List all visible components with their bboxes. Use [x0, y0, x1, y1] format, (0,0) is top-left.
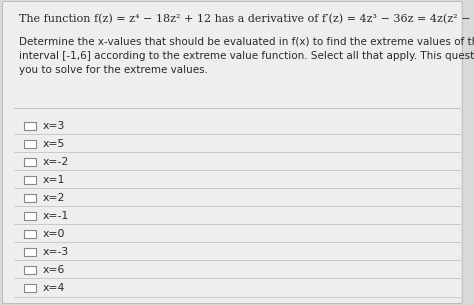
FancyBboxPatch shape — [2, 2, 462, 303]
Bar — [24, 140, 36, 148]
Bar — [24, 122, 36, 131]
Bar — [24, 248, 36, 256]
Text: x=-1: x=-1 — [43, 211, 69, 221]
Bar — [24, 284, 36, 292]
Bar — [24, 231, 36, 239]
Text: x=3: x=3 — [43, 121, 65, 131]
Bar — [24, 195, 36, 203]
Bar — [24, 159, 36, 167]
Bar — [24, 212, 36, 220]
Bar — [24, 267, 36, 274]
Text: x=1: x=1 — [43, 175, 65, 185]
Text: x=4: x=4 — [43, 283, 65, 293]
Text: Determine the x-values that should be evaluated in f(x) to find the extreme valu: Determine the x-values that should be ev… — [19, 37, 474, 75]
Text: x=2: x=2 — [43, 193, 65, 203]
Bar — [24, 176, 36, 184]
Text: The function f(z) = z⁴ − 18z² + 12 has a derivative of f′(z) = 4z³ − 36z = 4z(z²: The function f(z) = z⁴ − 18z² + 12 has a… — [19, 14, 474, 24]
Text: x=0: x=0 — [43, 229, 65, 239]
Text: x=-2: x=-2 — [43, 157, 69, 167]
Text: x=-3: x=-3 — [43, 247, 69, 257]
Text: x=6: x=6 — [43, 265, 65, 275]
Text: x=5: x=5 — [43, 139, 65, 149]
